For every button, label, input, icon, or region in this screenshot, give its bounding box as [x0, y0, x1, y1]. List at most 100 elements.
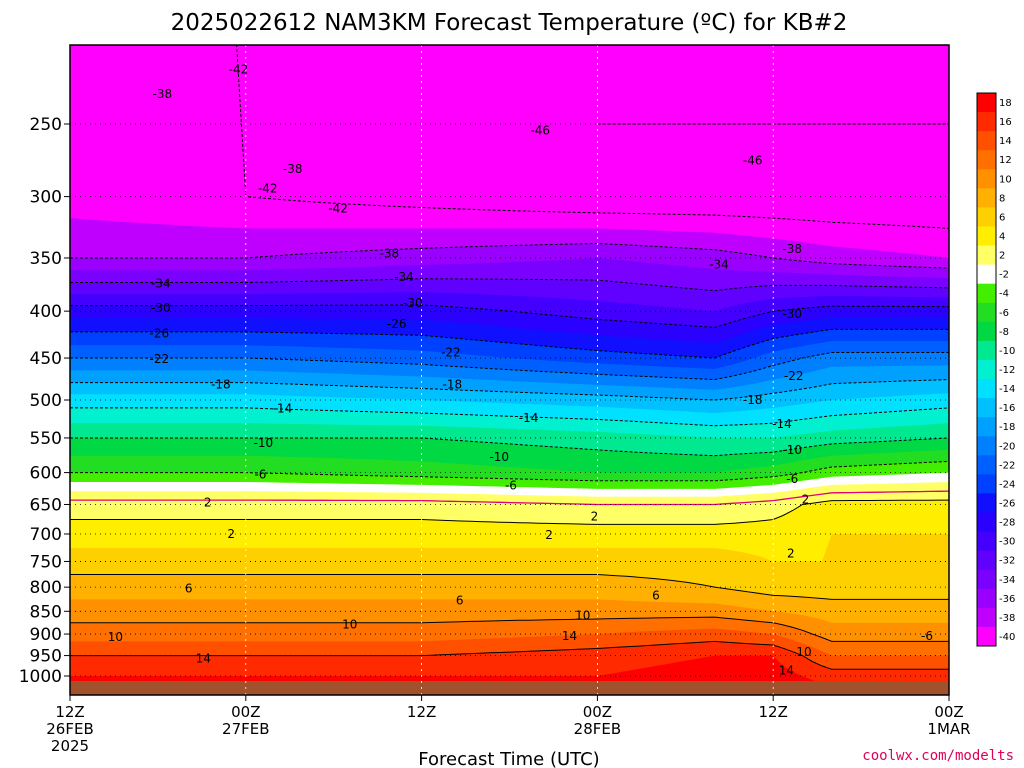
temperature-bands [70, 218, 949, 695]
contour-label: 10 [575, 608, 590, 622]
colorbar-swatch [977, 493, 996, 514]
contour-label: 2 [545, 528, 553, 542]
colorbar-label: -36 [999, 594, 1015, 605]
colorbar-label: 12 [999, 155, 1012, 166]
contour-label: 10 [796, 645, 811, 659]
y-tick-label: 450 [30, 349, 62, 369]
contour-label: -34 [709, 258, 729, 272]
x-tick-label: 2025 [51, 737, 89, 755]
colorbar-swatch [977, 436, 996, 456]
colorbar-swatch [977, 607, 996, 628]
y-tick-label: 550 [30, 429, 62, 449]
colorbar-label: -38 [999, 613, 1015, 624]
colorbar-label: 18 [999, 98, 1012, 109]
colorbar-swatch [977, 112, 996, 132]
contour-line [70, 640, 949, 670]
x-tick-label: 12Z [55, 703, 84, 721]
contour-label: -38 [152, 87, 172, 101]
colorbar-label: -12 [999, 365, 1015, 376]
colorbar-swatch [977, 226, 996, 247]
contour-label: 14 [779, 663, 794, 677]
grid-lines [70, 45, 949, 695]
contour-label: 2 [787, 546, 795, 560]
y-tick-label: 750 [30, 552, 62, 572]
contour-label: 6 [456, 593, 464, 607]
colorbar-swatch [977, 379, 996, 399]
y-tick-label: 350 [30, 249, 62, 269]
colorbar-swatch [977, 359, 996, 380]
colorbar-label: 2 [999, 251, 1005, 262]
y-tick-label: 500 [30, 391, 62, 411]
colorbar-swatch [977, 417, 996, 437]
colorbar-label: -22 [999, 460, 1015, 471]
y-tick-label: 900 [30, 625, 62, 645]
contour-label: 2 [591, 510, 599, 524]
contour-label: -6 [786, 472, 798, 486]
colorbar-label: -30 [999, 537, 1015, 548]
ground-layer [70, 681, 949, 695]
y-tick-label: 250 [30, 115, 62, 135]
colorbar-swatch [977, 588, 996, 609]
x-tick-label: 00Z [934, 703, 963, 721]
contour-label: -46 [743, 154, 763, 168]
contour-line [70, 499, 949, 525]
colorbar-swatch [977, 626, 996, 647]
colorbar-label: -40 [999, 632, 1015, 643]
colorbar-swatch [977, 207, 996, 227]
x-tick-label: 12Z [759, 703, 788, 721]
colorbar-swatch [977, 321, 996, 342]
contour-label: -42 [258, 182, 278, 196]
colorbar-label: -28 [999, 518, 1015, 529]
x-tick-label: 12Z [407, 703, 436, 721]
colorbar-swatch [977, 531, 996, 552]
contour-label: 14 [562, 629, 577, 643]
colorbar-label: -8 [999, 327, 1009, 338]
contour-label: -38 [283, 162, 303, 176]
contour-line [70, 460, 949, 482]
contour-label: 6 [652, 589, 660, 603]
colorbar-swatch [977, 512, 996, 533]
contour-label: -38 [782, 242, 802, 256]
colorbar-label: -24 [999, 479, 1015, 490]
contour-label: -6 [921, 629, 933, 643]
y-tick-label: 950 [30, 647, 62, 667]
temperature-contours [70, 45, 949, 670]
contour-label: -30 [151, 301, 171, 315]
x-tick-label: 00Z [583, 703, 612, 721]
contour-line [236, 45, 949, 229]
y-tick-label: 300 [30, 188, 62, 208]
contour-label: -18 [743, 393, 763, 407]
colorbar-legend: 18 16 14 12 10 8 6 4 2 -2 -4 -6 -8 -10 -12 -14 -16 -18 -20… [976, 92, 1015, 647]
contour-label: -18 [443, 378, 463, 392]
x-tick-label: 1MAR [927, 720, 970, 738]
colorbar-swatch [977, 188, 996, 208]
y-tick-label: 700 [30, 525, 62, 545]
contour-line [70, 242, 949, 269]
contour-label: -26 [150, 326, 170, 340]
contour-label: 2 [802, 493, 810, 507]
contour-line [70, 437, 949, 457]
contour-label: 6 [185, 582, 193, 596]
colorbar-label: 16 [999, 117, 1012, 128]
colorbar-label: -10 [999, 346, 1015, 357]
contour-label: 10 [342, 618, 357, 632]
x-axis-label: Forecast Time (UTC) [418, 749, 599, 768]
colorbar-label: 4 [999, 232, 1005, 243]
y-axis: 250 300 350 400 450 500 550 600 650 700 750 800 850 9… [19, 115, 70, 687]
contour-label: -10 [782, 443, 802, 457]
contour-label: -14 [519, 411, 539, 425]
contour-label: 10 [108, 630, 123, 644]
colorbar-swatch [977, 169, 996, 189]
y-tick-label: 600 [30, 464, 62, 484]
contour-label: -10 [489, 450, 509, 464]
contour-line [70, 328, 949, 359]
y-tick-label: 400 [30, 302, 62, 322]
contour-line [70, 574, 949, 600]
colorbar-swatch [977, 93, 996, 113]
colorbar-swatch [977, 398, 996, 418]
colorbar-label: 6 [999, 212, 1005, 223]
colorbar-swatch [977, 302, 996, 323]
y-tick-label: 650 [30, 495, 62, 515]
colorbar-label: -32 [999, 556, 1015, 567]
